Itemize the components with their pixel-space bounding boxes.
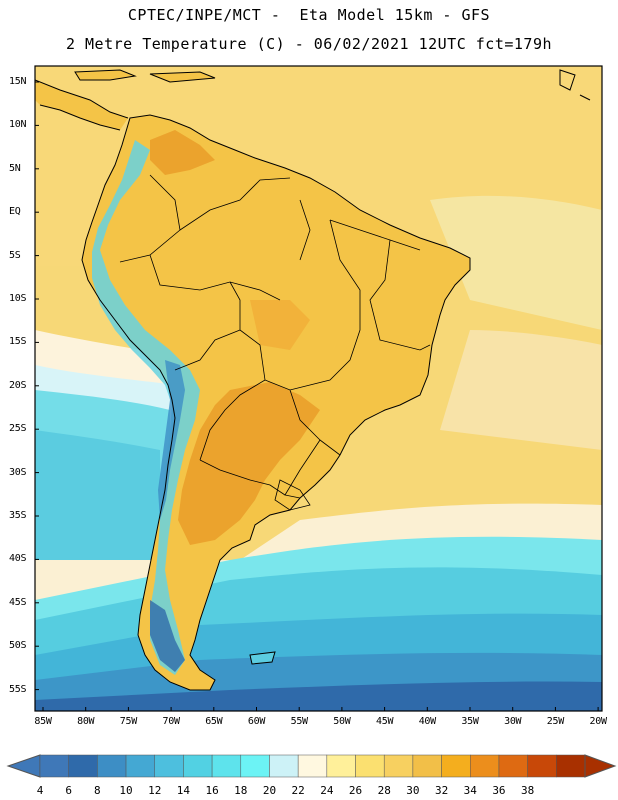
colorbar-label: 8 (94, 784, 101, 797)
lat-label-5n: 5N (9, 162, 21, 174)
lon-label-20w: 20W (589, 716, 607, 727)
lon-label-70w: 70W (162, 716, 180, 727)
temperature-field (35, 66, 602, 711)
map-frame (34, 65, 603, 712)
colorbar-label: 18 (234, 784, 248, 797)
lat-label-5s: 5S (9, 249, 21, 261)
lat-label-15n: 15N (9, 76, 27, 87)
colorbar-swatch (498, 754, 528, 778)
colorbar-label: 28 (377, 784, 391, 797)
colorbar-label: 20 (262, 784, 277, 797)
lat-label-35s: 35S (9, 510, 27, 521)
lat-label-15s: 15S (9, 336, 27, 348)
colorbar-label: 4 (36, 784, 44, 797)
lon-label-45w: 45W (376, 716, 394, 727)
lon-label-55w: 55W (290, 716, 308, 727)
colorbar-swatch (355, 754, 385, 778)
colorbar-label: 32 (434, 784, 449, 797)
country-borders (119, 174, 431, 511)
colorbar-label: 22 (291, 784, 305, 797)
lat-label-50s: 50S (9, 640, 27, 652)
colorbar-left-arrow (6, 754, 41, 778)
colorbar-label: 10 (119, 784, 133, 797)
colorbar-swatch (211, 754, 242, 778)
colorbar-swatch (68, 754, 98, 778)
coastlines (35, 69, 591, 691)
lat-label-10s: 10S (9, 293, 27, 304)
colorbar-swatch (412, 754, 442, 778)
colorbar-label: 12 (148, 784, 162, 797)
lat-label-eq: EQ (9, 206, 21, 218)
colorbar-swatch (125, 754, 155, 778)
lon-label-40w: 40W (418, 716, 436, 727)
map-title-line2: 2 Metre Temperature (C) - 06/02/2021 12U… (65, 35, 553, 53)
lat-label-40s: 40S (9, 553, 27, 565)
colorbar-label: 26 (348, 784, 363, 797)
colorbar-label: 24 (320, 784, 334, 797)
colorbar-swatch (556, 754, 586, 778)
colorbar-swatch (326, 754, 356, 778)
lon-label-80w: 80W (77, 716, 95, 727)
lon-label-30w: 30W (504, 716, 522, 727)
lat-label-30s: 30S (9, 466, 27, 478)
lon-label-60w: 60W (247, 716, 266, 727)
colorbar-label: 30 (406, 784, 420, 797)
lat-label-10n: 10N (9, 119, 27, 131)
colorbar-label: 16 (205, 784, 219, 797)
lon-label-65w: 65W (205, 716, 223, 727)
colorbar-swatch (183, 754, 213, 778)
colorbar-label: 36 (492, 784, 506, 797)
colorbar-swatch (527, 754, 557, 778)
lon-label-25w: 25W (546, 716, 564, 727)
colorbar-swatch (154, 754, 184, 778)
lat-label-55s: 55S (9, 683, 27, 695)
colorbar (6, 754, 617, 778)
lon-label-35w: 35W (461, 716, 479, 727)
colorbar-swatch (470, 754, 500, 778)
colorbar-swatch (383, 754, 414, 778)
colorbar-label: 38 (521, 784, 535, 797)
lon-label-50w: 50W (333, 716, 351, 727)
colorbar-swatch (269, 754, 299, 778)
colorbar-label: 14 (176, 784, 191, 797)
colorbar-swatch (297, 754, 328, 778)
colorbar-swatch (441, 754, 471, 778)
colorbar-swatch (240, 754, 270, 778)
lon-label-85w: 85W (34, 716, 52, 727)
colorbar-swatch (39, 754, 69, 778)
colorbar-label: 6 (65, 784, 72, 797)
lon-label-75w: 75W (119, 716, 137, 727)
colorbar-right-arrow (584, 754, 617, 778)
lat-label-45s: 45S (9, 596, 27, 608)
map-title-line1: CPTEC/INPE/MCT - Eta Model 15km - GFS (127, 6, 491, 24)
colorbar-label: 34 (463, 784, 477, 797)
colorbar-swatch (97, 754, 127, 778)
lat-label-20s: 20S (9, 379, 27, 391)
lat-label-25s: 25S (9, 423, 27, 435)
